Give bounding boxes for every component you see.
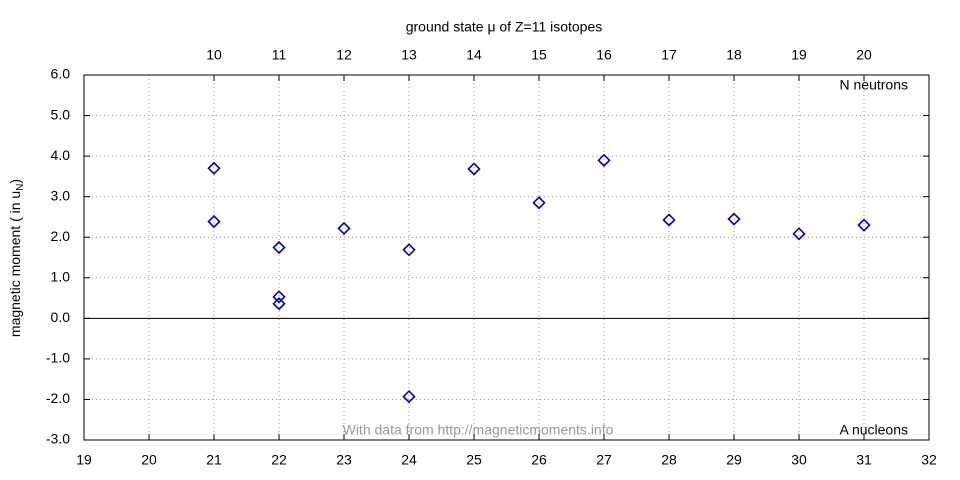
- bottom-annotation: A nucleons: [840, 422, 909, 438]
- x2-tick-label: 19: [791, 47, 807, 63]
- data-point: [207, 161, 221, 175]
- x-tick-label: 24: [401, 452, 417, 468]
- x-tick-label: 25: [466, 452, 482, 468]
- top-annotation: N neutrons: [840, 77, 908, 93]
- y-axis-label-text: magnetic moment ( in u: [7, 191, 23, 337]
- data-point: [337, 221, 351, 236]
- data-point: [532, 196, 546, 210]
- y-tick-label: 3.0: [51, 187, 71, 203]
- y-axis-label-subscript: N: [15, 184, 26, 191]
- data-point: [857, 218, 871, 232]
- x-tick-label: 22: [271, 452, 287, 468]
- y-tick-label: 6.0: [51, 66, 71, 82]
- x-tick-label: 20: [141, 452, 157, 468]
- y-tick-label: -2.0: [46, 390, 70, 406]
- x2-tick-label: 14: [466, 47, 482, 63]
- x-tick-label: 31: [856, 452, 872, 468]
- x2-tick-label: 15: [531, 47, 547, 63]
- y-tick-label: -3.0: [46, 431, 70, 447]
- x2-tick-label: 18: [726, 47, 742, 63]
- y-tick-label: 4.0: [51, 147, 71, 163]
- x-tick-label: 26: [531, 452, 547, 468]
- watermark: With data from http://magneticmoments.in…: [343, 422, 614, 438]
- data-point: [662, 213, 676, 227]
- x-tick-label: 30: [791, 452, 807, 468]
- data-point: [402, 389, 416, 404]
- x2-tick-label: 16: [596, 47, 612, 63]
- x2-tick-label: 11: [272, 47, 287, 63]
- data-point: [272, 290, 286, 304]
- y-tick-label: 1.0: [51, 268, 71, 284]
- y-tick-label: 2.0: [51, 228, 71, 244]
- x-tick-label: 27: [596, 452, 612, 468]
- x-tick-label: 21: [206, 452, 222, 468]
- x2-tick-label: 20: [856, 47, 872, 63]
- y-axis-label-suffix: ): [7, 179, 23, 184]
- y-tick-label: -1.0: [46, 350, 70, 366]
- y-tick-label: 5.0: [51, 106, 71, 122]
- chart-title: ground state μ of Z=11 isotopes: [406, 19, 603, 35]
- x-tick-label: 29: [726, 452, 742, 468]
- data-point: [207, 214, 221, 229]
- x-tick-label: 23: [336, 452, 352, 468]
- data-point: [272, 297, 286, 311]
- x-tick-label: 19: [76, 452, 92, 468]
- data-point: [597, 153, 611, 168]
- data-point: [402, 243, 416, 257]
- data-point: [467, 162, 481, 176]
- data-point: [272, 240, 286, 255]
- data-point: [727, 212, 741, 226]
- x-tick-label: 32: [921, 452, 937, 468]
- y-axis-label: magnetic moment ( in uN): [7, 179, 26, 337]
- x-tick-label: 28: [661, 452, 677, 468]
- x2-tick-label: 12: [336, 47, 352, 63]
- x2-tick-label: 13: [401, 47, 417, 63]
- plot-frame: [83, 74, 930, 441]
- x2-tick-label: 17: [661, 47, 677, 63]
- data-point: [792, 227, 806, 241]
- y-tick-label: 0.0: [51, 309, 71, 325]
- x2-tick-label: 10: [206, 47, 222, 63]
